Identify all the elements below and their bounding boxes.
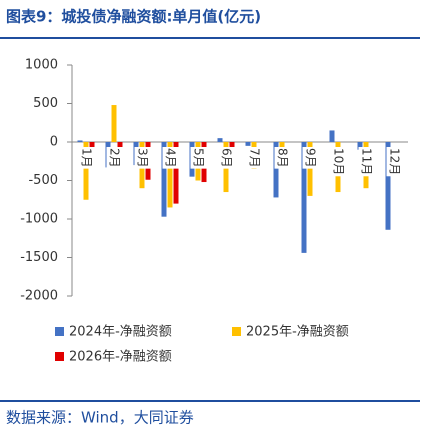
x-tick-label: 11月 [360, 148, 374, 175]
chart-title: 图表9：城投债净融资额:单月值(亿元) [6, 8, 261, 26]
x-tick-label: 5月 [192, 148, 206, 168]
y-tick-label: -500 [28, 173, 58, 188]
x-tick-bg [78, 147, 95, 169]
legend-swatch [232, 327, 241, 336]
x-tick-label: 4月 [164, 148, 178, 168]
x-tick-bg [358, 147, 375, 177]
x-tick-bg [106, 147, 123, 169]
x-tick-bg [386, 147, 403, 177]
bar [167, 142, 173, 208]
y-tick-label: 0 [50, 135, 58, 150]
bar [111, 105, 117, 142]
bar [217, 138, 223, 142]
bar [77, 140, 83, 142]
x-tick-label: 6月 [220, 148, 234, 168]
x-tick-group: 7月 [246, 147, 263, 169]
x-tick-bg [190, 147, 207, 169]
x-tick-bg [162, 147, 179, 169]
bar [273, 142, 279, 198]
legend-label: 2024年-净融资额 [69, 325, 172, 340]
x-tick-label: 10月 [332, 148, 346, 175]
x-tick-group: 12月 [386, 147, 403, 177]
x-tick-group: 1月 [78, 147, 95, 169]
legend-label: 2026年-净融资额 [69, 350, 172, 365]
bar [307, 142, 313, 196]
legend-swatch [55, 352, 64, 361]
x-tick-group: 9月 [302, 147, 319, 169]
x-tick-bg [274, 147, 291, 169]
x-tick-group: 10月 [330, 147, 347, 177]
y-tick-label: -1000 [20, 212, 58, 227]
x-tick-group: 8月 [274, 147, 291, 169]
x-tick-group: 3月 [134, 147, 151, 169]
x-tick-label: 9月 [304, 148, 318, 168]
x-tick-group: 2月 [106, 147, 123, 169]
x-tick-label: 2月 [108, 148, 122, 168]
y-tick-label: 500 [33, 96, 58, 111]
x-tick-label: 7月 [248, 148, 262, 168]
bar [301, 142, 307, 253]
x-tick-bg [218, 147, 235, 169]
bar [161, 142, 167, 217]
x-tick-bg [246, 147, 263, 169]
x-tick-bg [330, 147, 347, 177]
bar [329, 130, 335, 142]
legend-label: 2025年-净融资额 [246, 325, 349, 340]
x-tick-label: 12月 [388, 148, 402, 175]
y-tick-label: -2000 [20, 289, 58, 304]
x-tick-group: 11月 [358, 147, 375, 177]
x-tick-group: 4月 [162, 147, 179, 169]
bar [357, 142, 363, 150]
x-tick-group: 5月 [190, 147, 207, 169]
x-tick-group: 6月 [218, 147, 235, 169]
x-tick-bg [302, 147, 319, 169]
x-tick-label: 1月 [80, 148, 94, 168]
source: 数据来源：Wind，大同证券 [6, 409, 194, 427]
x-tick-label: 8月 [276, 148, 290, 168]
y-tick-label: 1000 [25, 58, 58, 73]
x-tick-bg [134, 147, 151, 169]
bar [245, 142, 251, 146]
bar [385, 142, 391, 230]
bar [83, 142, 89, 200]
legend-swatch [55, 327, 64, 336]
y-tick-label: -1500 [20, 250, 58, 265]
x-tick-label: 3月 [136, 148, 150, 168]
bar [89, 142, 95, 149]
bar [173, 142, 179, 204]
